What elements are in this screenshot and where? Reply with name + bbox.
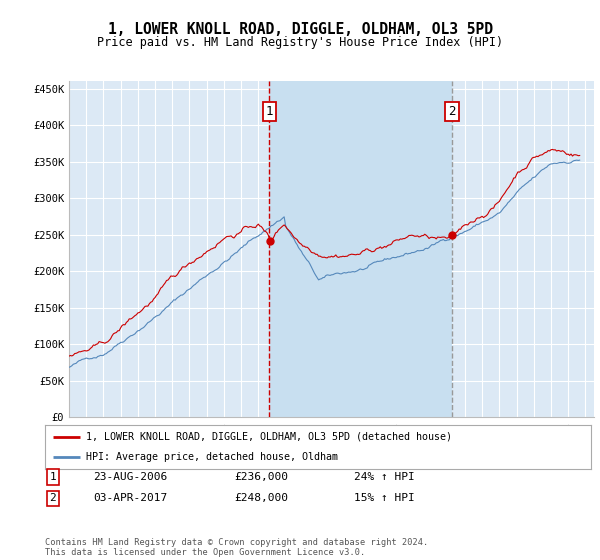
Text: 2: 2: [49, 493, 56, 503]
Text: 23-AUG-2006: 23-AUG-2006: [93, 472, 167, 482]
Text: 03-APR-2017: 03-APR-2017: [93, 493, 167, 503]
Text: £236,000: £236,000: [234, 472, 288, 482]
Text: 1: 1: [49, 472, 56, 482]
Text: HPI: Average price, detached house, Oldham: HPI: Average price, detached house, Oldh…: [86, 452, 338, 462]
Text: 1: 1: [266, 105, 273, 118]
Bar: [269, 81, 452, 417]
Text: 24% ↑ HPI: 24% ↑ HPI: [354, 472, 415, 482]
Text: 1, LOWER KNOLL ROAD, DIGGLE, OLDHAM, OL3 5PD (detached house): 1, LOWER KNOLL ROAD, DIGGLE, OLDHAM, OL3…: [86, 432, 452, 442]
Text: 15% ↑ HPI: 15% ↑ HPI: [354, 493, 415, 503]
Text: 1, LOWER KNOLL ROAD, DIGGLE, OLDHAM, OL3 5PD: 1, LOWER KNOLL ROAD, DIGGLE, OLDHAM, OL3…: [107, 22, 493, 38]
Text: £248,000: £248,000: [234, 493, 288, 503]
Text: Price paid vs. HM Land Registry's House Price Index (HPI): Price paid vs. HM Land Registry's House …: [97, 36, 503, 49]
Text: 2: 2: [448, 105, 456, 118]
Text: Contains HM Land Registry data © Crown copyright and database right 2024.
This d: Contains HM Land Registry data © Crown c…: [45, 538, 428, 557]
